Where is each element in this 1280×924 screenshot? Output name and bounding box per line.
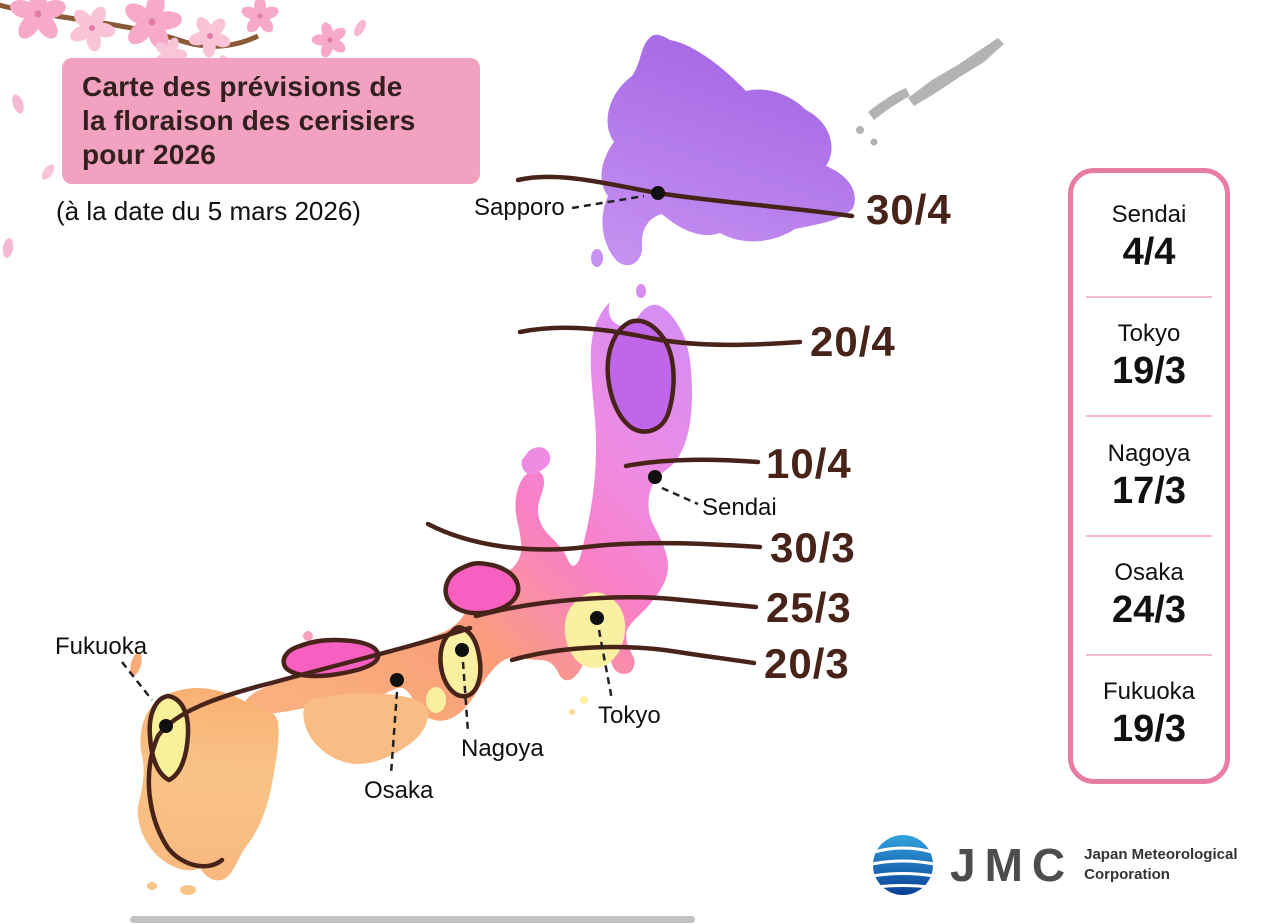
jmc-company-line2: Corporation: [1084, 866, 1170, 883]
forecast-city: Nagoya: [1107, 439, 1191, 467]
forecast-entry-tokyo: Tokyo 19/3: [1086, 296, 1212, 415]
bottom-edge-bar: [130, 916, 695, 923]
hokkaido-region: [591, 34, 855, 298]
forecast-entry-nagoya: Nagoya 17/3: [1086, 415, 1212, 534]
forecast-date: 24/3: [1112, 588, 1186, 631]
forecast-date: 4/4: [1122, 231, 1176, 274]
leader-fukuoka: [121, 661, 153, 701]
city-label-sendai: Sendai: [702, 494, 777, 521]
isochrone-label-20-3: 20/3: [764, 640, 850, 687]
city-markers: [159, 186, 665, 733]
forecast-date: 19/3: [1112, 707, 1186, 750]
chugoku-late-bloom-zone: [281, 637, 381, 679]
city-label-tokyo: Tokyo: [598, 702, 661, 729]
isochrone-line-20-4: [517, 325, 803, 348]
isochrone-label-30-3: 30/3: [770, 524, 856, 571]
forecast-date: 19/3: [1112, 350, 1186, 393]
city-marker-sendai: [648, 470, 662, 484]
title-box: Carte des prévisions de la floraison des…: [62, 58, 480, 185]
isochrone-line-20-3: [509, 644, 757, 666]
leader-osaka: [389, 691, 399, 775]
city-marker-sapporo: [651, 186, 665, 200]
leader-sapporo: [571, 194, 645, 210]
kii-early-bloom-zone: [426, 687, 446, 713]
city-marker-nagoya: [455, 643, 469, 657]
jmc-company-name: Japan Meteorological Corporation: [1084, 845, 1237, 886]
nagoya-early-bloom-zone: [438, 624, 483, 699]
city-label-nagoya: Nagoya: [461, 735, 544, 762]
isochrone-line-10-4: [623, 457, 761, 469]
jmc-company-line1: Japan Meteorological: [1084, 845, 1238, 863]
forecast-entry-osaka: Osaka 24/3: [1086, 534, 1212, 654]
chubu-late-bloom-zone: [443, 560, 521, 616]
sakura-decoration: [0, 0, 366, 258]
jmc-logo: JMC Japan Meteorological Corporation: [872, 834, 1238, 896]
isochrone-label-10-4: 10/4: [766, 440, 852, 487]
forecast-date: 17/3: [1112, 469, 1186, 512]
tohoku-late-bloom-zone: [605, 318, 676, 434]
isochrone-label-25-3: 25/3: [766, 584, 852, 631]
page-title: Carte des prévisions de la floraison des…: [82, 71, 416, 171]
forecast-date-note: (à la date du 5 mars 2026): [56, 196, 361, 226]
globe-icon: [873, 835, 933, 895]
leader-sendai: [661, 486, 699, 506]
forecast-panel: Sendai 4/4 Tokyo 19/3 Nagoya 17/3 Osaka …: [1068, 168, 1230, 784]
isochrone-label-30-4: 30/4: [866, 186, 952, 233]
kuril-islands: [856, 38, 1004, 146]
city-marker-osaka: [390, 673, 404, 687]
isochrone-line-30-3: [425, 521, 763, 552]
city-label-sapporo: Sapporo: [474, 194, 565, 221]
city-leader-lines: [121, 194, 699, 775]
shikoku-region: [303, 693, 429, 765]
city-marker-tokyo: [590, 611, 604, 625]
jmc-acronym: JMC: [950, 839, 1075, 891]
forecast-city: Sendai: [1111, 201, 1187, 229]
city-marker-fukuoka: [159, 719, 173, 733]
forecast-city: Tokyo: [1117, 320, 1181, 348]
forecast-city: Fukuoka: [1102, 677, 1196, 705]
forecast-entry-sendai: Sendai 4/4: [1086, 179, 1212, 296]
forecast-entry-fukuoka: Fukuoka 19/3: [1086, 653, 1212, 773]
forecast-city: Osaka: [1114, 558, 1184, 586]
isochrone-label-20-4: 20/4: [810, 318, 896, 365]
city-label-fukuoka: Fukuoka: [55, 633, 148, 660]
city-label-osaka: Osaka: [364, 777, 434, 804]
isochrone-line-25-3: [473, 595, 759, 619]
isochrone-lines: [146, 174, 855, 869]
